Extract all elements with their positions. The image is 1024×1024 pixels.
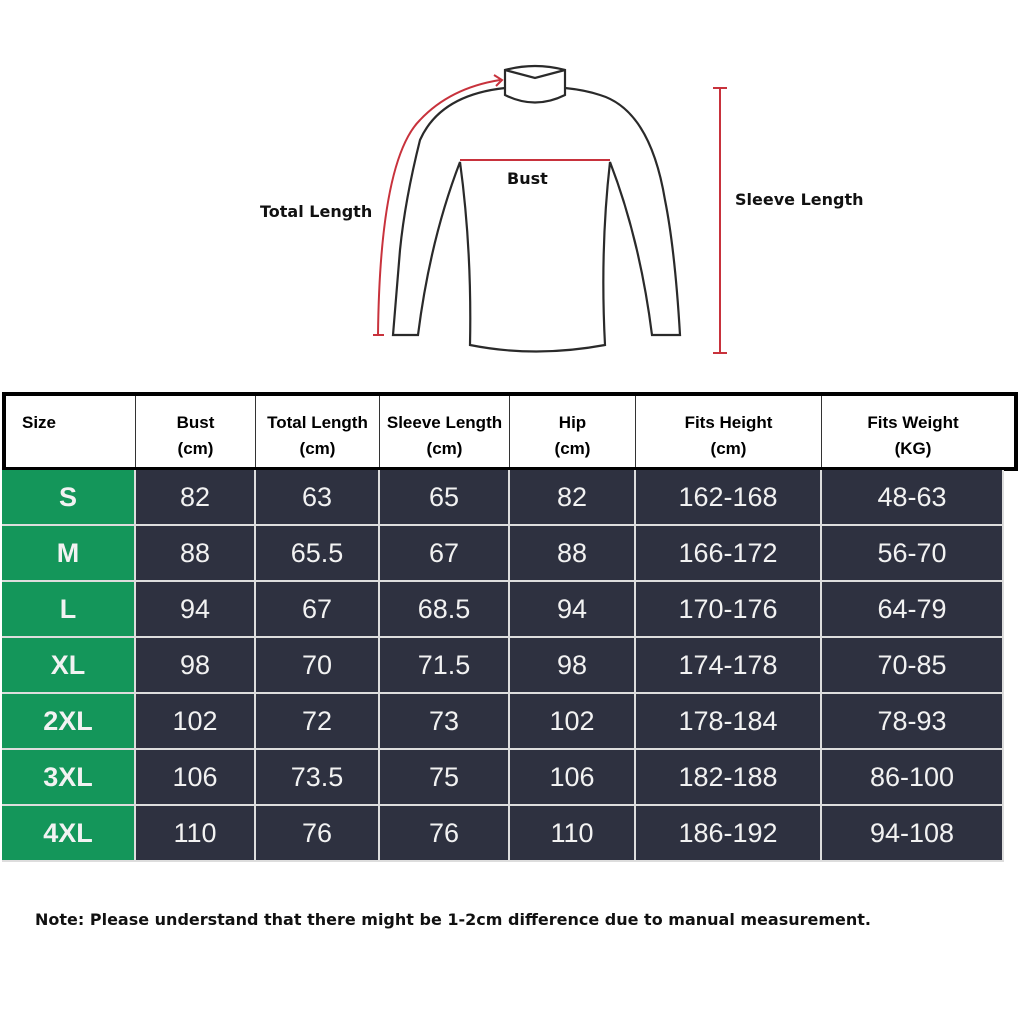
value-cell: 94-108 bbox=[822, 806, 1004, 862]
value-cell: 63 bbox=[256, 470, 380, 526]
header-name: Bust bbox=[176, 413, 215, 432]
value-cell: 166-172 bbox=[636, 526, 822, 582]
header-fits-height: Fits Height (cm) bbox=[636, 396, 822, 467]
value-cell: 88 bbox=[136, 526, 256, 582]
value-cell: 75 bbox=[380, 750, 510, 806]
bust-label: Bust bbox=[507, 169, 548, 188]
value-cell: 106 bbox=[136, 750, 256, 806]
header-unit: (cm) bbox=[299, 439, 336, 458]
value-cell: 65 bbox=[380, 470, 510, 526]
header-unit: (cm) bbox=[177, 439, 214, 458]
total-length-label: Total Length bbox=[260, 202, 373, 221]
value-cell: 94 bbox=[510, 582, 636, 638]
shirt-diagram bbox=[373, 64, 727, 354]
sleeve-length-label: Sleeve Length bbox=[735, 190, 864, 209]
value-cell: 71.5 bbox=[380, 638, 510, 694]
value-cell: 110 bbox=[510, 806, 636, 862]
header-bust: Bust (cm) bbox=[136, 396, 256, 467]
value-cell: 94 bbox=[136, 582, 256, 638]
size-cell: XL bbox=[2, 638, 136, 694]
value-cell: 64-79 bbox=[822, 582, 1004, 638]
size-cell: 2XL bbox=[2, 694, 136, 750]
size-cell: S bbox=[2, 470, 136, 526]
value-cell: 182-188 bbox=[636, 750, 822, 806]
size-cell: L bbox=[2, 582, 136, 638]
value-cell: 102 bbox=[510, 694, 636, 750]
header-name: Size bbox=[22, 413, 57, 432]
header-name: Total Length bbox=[267, 413, 368, 432]
value-cell: 73.5 bbox=[256, 750, 380, 806]
table-header: Size Bust (cm) Total Length (cm) Sleeve Lengt… bbox=[2, 392, 1018, 471]
header-unit: (cm) bbox=[710, 439, 747, 458]
value-cell: 186-192 bbox=[636, 806, 822, 862]
value-cell: 76 bbox=[256, 806, 380, 862]
measure-lines bbox=[373, 74, 727, 354]
header-unit: (KG) bbox=[894, 439, 932, 458]
value-cell: 98 bbox=[136, 638, 256, 694]
size-cell: M bbox=[2, 526, 136, 582]
header-unit: (cm) bbox=[426, 439, 463, 458]
value-cell: 65.5 bbox=[256, 526, 380, 582]
value-cell: 82 bbox=[510, 470, 636, 526]
measurement-note: Note: Please understand that there might… bbox=[35, 910, 871, 929]
header-hip: Hip (cm) bbox=[510, 396, 636, 467]
header-name: Fits Weight bbox=[867, 413, 959, 432]
value-cell: 70-85 bbox=[822, 638, 1004, 694]
value-cell: 70 bbox=[256, 638, 380, 694]
header-name: Hip bbox=[558, 413, 587, 432]
value-cell: 78-93 bbox=[822, 694, 1004, 750]
value-cell: 48-63 bbox=[822, 470, 1004, 526]
value-cell: 68.5 bbox=[380, 582, 510, 638]
size-cell: 4XL bbox=[2, 806, 136, 862]
header-sleeve-length: Sleeve Length (cm) bbox=[380, 396, 510, 467]
value-cell: 76 bbox=[380, 806, 510, 862]
header-unit: (cm) bbox=[554, 439, 591, 458]
header-fits-weight: Fits Weight (KG) bbox=[822, 396, 1004, 467]
value-cell: 106 bbox=[510, 750, 636, 806]
size-cell: 3XL bbox=[2, 750, 136, 806]
value-cell: 178-184 bbox=[636, 694, 822, 750]
header-name: Fits Height bbox=[684, 413, 773, 432]
arrow-head-icon bbox=[493, 74, 504, 87]
value-cell: 170-176 bbox=[636, 582, 822, 638]
table-row: 2XL 102 72 73 102 178-184 78-93 bbox=[2, 694, 1014, 750]
table-row: S 82 63 65 82 162-168 48-63 bbox=[2, 470, 1014, 526]
value-cell: 73 bbox=[380, 694, 510, 750]
value-cell: 102 bbox=[136, 694, 256, 750]
shirt-outline bbox=[391, 64, 682, 353]
header-total-length: Total Length (cm) bbox=[256, 396, 380, 467]
value-cell: 82 bbox=[136, 470, 256, 526]
table-row: L 94 67 68.5 94 170-176 64-79 bbox=[2, 582, 1014, 638]
value-cell: 162-168 bbox=[636, 470, 822, 526]
table-row: XL 98 70 71.5 98 174-178 70-85 bbox=[2, 638, 1014, 694]
size-table-body: S 82 63 65 82 162-168 48-63 M 88 65.5 67 88 166-172 5… bbox=[2, 470, 1014, 862]
header-name: Sleeve Length bbox=[386, 413, 503, 432]
table-row: 4XL 110 76 76 110 186-192 94-108 bbox=[2, 806, 1014, 862]
value-cell: 56-70 bbox=[822, 526, 1004, 582]
total-length-arrow bbox=[377, 79, 501, 336]
value-cell: 72 bbox=[256, 694, 380, 750]
value-cell: 86-100 bbox=[822, 750, 1004, 806]
value-cell: 110 bbox=[136, 806, 256, 862]
value-cell: 98 bbox=[510, 638, 636, 694]
value-cell: 67 bbox=[256, 582, 380, 638]
table-row: 3XL 106 73.5 75 106 182-188 86-100 bbox=[2, 750, 1014, 806]
value-cell: 174-178 bbox=[636, 638, 822, 694]
header-size: Size bbox=[6, 396, 136, 467]
table-row: M 88 65.5 67 88 166-172 56-70 bbox=[2, 526, 1014, 582]
value-cell: 88 bbox=[510, 526, 636, 582]
value-cell: 67 bbox=[380, 526, 510, 582]
